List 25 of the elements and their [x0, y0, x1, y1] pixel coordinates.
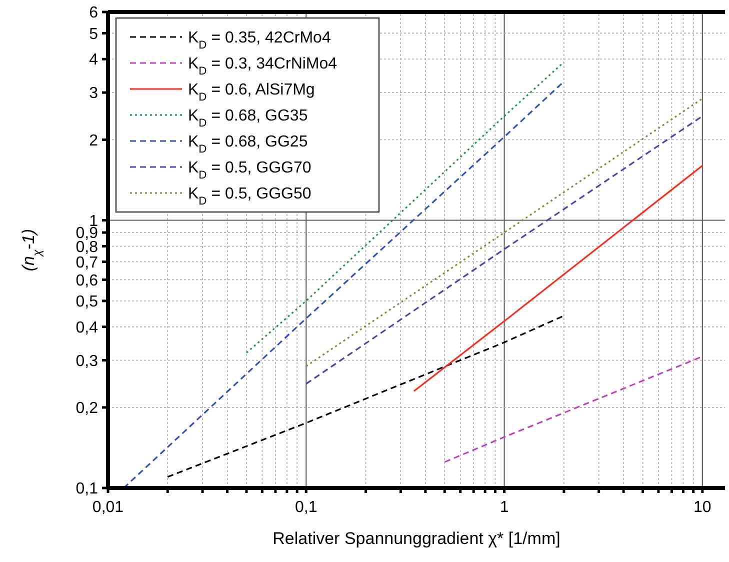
y-tick-label: 0,1: [76, 480, 98, 498]
y-tick-label: 0,5: [76, 293, 98, 310]
legend-label: K$_{D}$ = 0.68, GG35: [188, 108, 308, 130]
y-tick-label: 0,4: [76, 319, 98, 336]
y-tick-label: 6: [89, 4, 98, 22]
y-tick-label: 5: [89, 26, 98, 43]
y-tick-label: 0,6: [76, 272, 98, 290]
y-tick-label: 4: [89, 52, 98, 69]
y-tick-label: 3: [89, 85, 98, 102]
x-tick-label: 1: [500, 499, 509, 516]
x-tick-label: 10: [694, 499, 712, 516]
x-tick-label: 0,01: [92, 499, 124, 516]
legend-label: K$_{D}$ = 0.6, AlSi7Mg: [188, 82, 315, 104]
legend-label: K$_{D}$ = 0.3, 34CrNiMo4: [188, 56, 338, 78]
y-tick-label: 0,2: [76, 400, 98, 418]
x-axis-title: Relativer Spannunggradient χ* [1/mm]: [272, 529, 560, 548]
legend-label: K$_{D}$ = 0.35, 42CrMo4: [188, 30, 331, 52]
legend-label: K$_{D}$ = 0.68, GG25: [188, 134, 308, 156]
legend-label: K$_{D}$ = 0.5, GGG70: [188, 160, 312, 182]
y-tick-label: 0,8: [76, 238, 98, 256]
legend-label: K$_{D}$ = 0.5, GGG50: [188, 186, 312, 208]
y-tick-label: 2: [89, 132, 98, 150]
y-tick-label: 0,3: [76, 352, 98, 370]
x-tick-label: 0,1: [295, 499, 318, 516]
y-tick-label: 0,7: [76, 254, 98, 272]
